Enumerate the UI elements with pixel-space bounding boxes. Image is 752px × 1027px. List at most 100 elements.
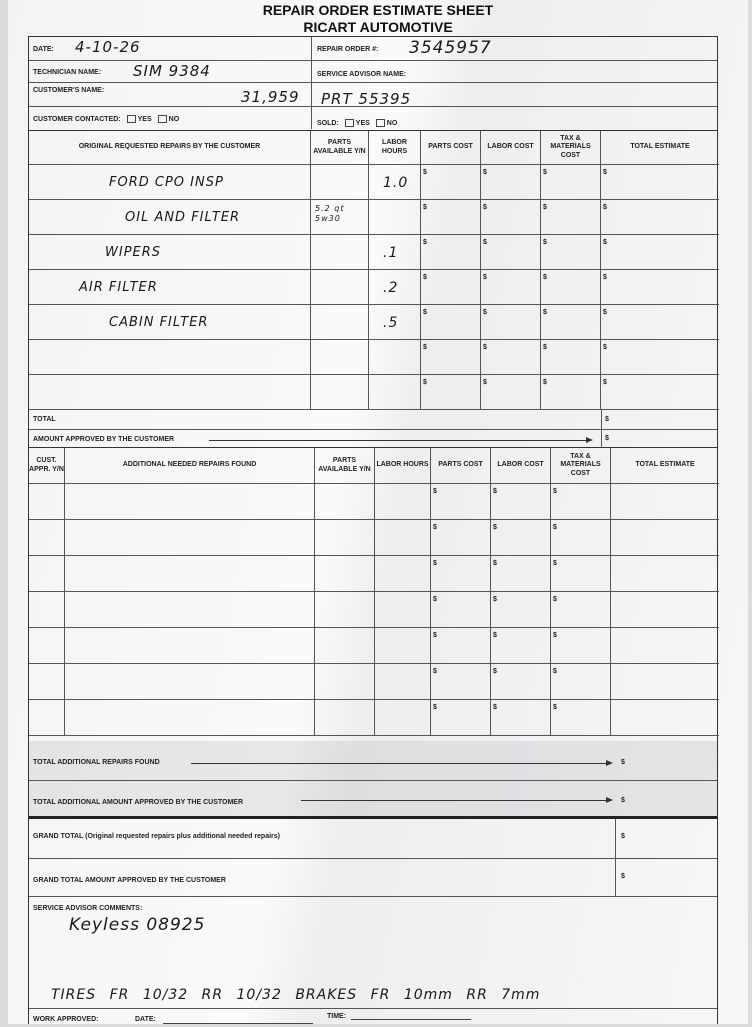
table-cell[interactable] [369, 200, 421, 235]
table-cell[interactable] [315, 628, 375, 664]
table-cell[interactable] [311, 305, 369, 340]
table-cell[interactable]: $ [551, 556, 611, 592]
table-cell[interactable] [611, 700, 719, 736]
table-cell[interactable] [315, 556, 375, 592]
table-cell[interactable] [29, 165, 311, 200]
table-cell[interactable] [315, 664, 375, 700]
table-cell[interactable] [311, 235, 369, 270]
table-cell[interactable] [611, 520, 719, 556]
table-cell[interactable] [315, 484, 375, 520]
table-cell[interactable] [311, 270, 369, 305]
table-cell[interactable] [29, 664, 65, 700]
table-cell[interactable] [29, 520, 65, 556]
table-cell[interactable]: $ [481, 340, 541, 375]
table-cell[interactable]: $ [481, 270, 541, 305]
table-cell[interactable] [29, 484, 65, 520]
table-cell[interactable] [611, 556, 719, 592]
table-cell[interactable] [369, 235, 421, 270]
table-cell[interactable]: $ [431, 700, 491, 736]
table-cell[interactable] [65, 484, 315, 520]
table-cell[interactable]: $ [541, 165, 601, 200]
table-cell[interactable]: $ [481, 200, 541, 235]
table-cell[interactable] [315, 520, 375, 556]
table-cell[interactable]: $ [481, 375, 541, 410]
table-cell[interactable]: $ [481, 165, 541, 200]
table-cell[interactable]: $ [431, 484, 491, 520]
table-cell[interactable]: $ [491, 556, 551, 592]
table-cell[interactable] [311, 165, 369, 200]
table-cell[interactable] [29, 592, 65, 628]
sold-yes-checkbox[interactable] [344, 119, 354, 127]
table-cell[interactable]: $ [421, 305, 481, 340]
table-cell[interactable] [65, 628, 315, 664]
table-cell[interactable] [29, 556, 65, 592]
table-cell[interactable]: $ [491, 700, 551, 736]
table-cell[interactable] [611, 592, 719, 628]
contacted-yes-checkbox[interactable] [126, 115, 136, 123]
table-cell[interactable]: $ [601, 340, 719, 375]
table-cell[interactable]: $ [491, 592, 551, 628]
table-cell[interactable] [311, 340, 369, 375]
table-cell[interactable]: $ [601, 165, 719, 200]
table-cell[interactable]: $ [491, 664, 551, 700]
table-cell[interactable]: $ [431, 592, 491, 628]
table-cell[interactable]: $ [431, 520, 491, 556]
table-cell[interactable]: $ [551, 700, 611, 736]
table-cell[interactable]: $ [491, 628, 551, 664]
table-cell[interactable] [311, 375, 369, 410]
table-cell[interactable]: $ [541, 235, 601, 270]
table-cell[interactable] [375, 556, 431, 592]
table-cell[interactable] [65, 592, 315, 628]
table-cell[interactable] [369, 375, 421, 410]
table-cell[interactable] [375, 520, 431, 556]
table-cell[interactable]: $ [551, 664, 611, 700]
table-cell[interactable] [65, 556, 315, 592]
table-cell[interactable]: $ [541, 340, 601, 375]
table-cell[interactable]: $ [601, 270, 719, 305]
table-cell[interactable] [29, 270, 311, 305]
table-cell[interactable] [29, 235, 311, 270]
table-cell[interactable] [311, 200, 369, 235]
table-cell[interactable] [29, 628, 65, 664]
table-cell[interactable]: $ [421, 200, 481, 235]
table-cell[interactable] [29, 340, 311, 375]
table-cell[interactable]: $ [601, 235, 719, 270]
table-cell[interactable]: $ [421, 340, 481, 375]
table-cell[interactable]: $ [491, 520, 551, 556]
table-cell[interactable]: $ [481, 235, 541, 270]
table-cell[interactable] [611, 628, 719, 664]
table-cell[interactable]: $ [601, 375, 719, 410]
table-cell[interactable] [375, 700, 431, 736]
table-cell[interactable]: $ [421, 235, 481, 270]
table-cell[interactable]: $ [551, 484, 611, 520]
table-cell[interactable] [29, 200, 311, 235]
table-cell[interactable]: $ [431, 628, 491, 664]
table-cell[interactable] [369, 270, 421, 305]
table-cell[interactable]: $ [601, 200, 719, 235]
table-cell[interactable] [315, 700, 375, 736]
table-cell[interactable] [65, 520, 315, 556]
table-cell[interactable]: $ [421, 165, 481, 200]
table-cell[interactable] [369, 165, 421, 200]
table-cell[interactable]: $ [551, 628, 611, 664]
table-cell[interactable] [375, 628, 431, 664]
table-cell[interactable]: $ [491, 484, 551, 520]
table-cell[interactable] [65, 700, 315, 736]
table-cell[interactable] [375, 592, 431, 628]
table-cell[interactable] [65, 664, 315, 700]
table-cell[interactable] [611, 484, 719, 520]
table-cell[interactable]: $ [431, 556, 491, 592]
table-cell[interactable]: $ [421, 375, 481, 410]
table-cell[interactable]: $ [541, 200, 601, 235]
table-cell[interactable]: $ [421, 270, 481, 305]
table-cell[interactable]: $ [551, 592, 611, 628]
table-cell[interactable]: $ [541, 305, 601, 340]
table-cell[interactable] [369, 305, 421, 340]
contacted-no-checkbox[interactable] [157, 115, 167, 123]
sold-no-checkbox[interactable] [375, 119, 385, 127]
table-cell[interactable] [315, 592, 375, 628]
table-cell[interactable]: $ [551, 520, 611, 556]
table-cell[interactable]: $ [481, 305, 541, 340]
table-cell[interactable]: $ [431, 664, 491, 700]
table-cell[interactable]: $ [541, 270, 601, 305]
